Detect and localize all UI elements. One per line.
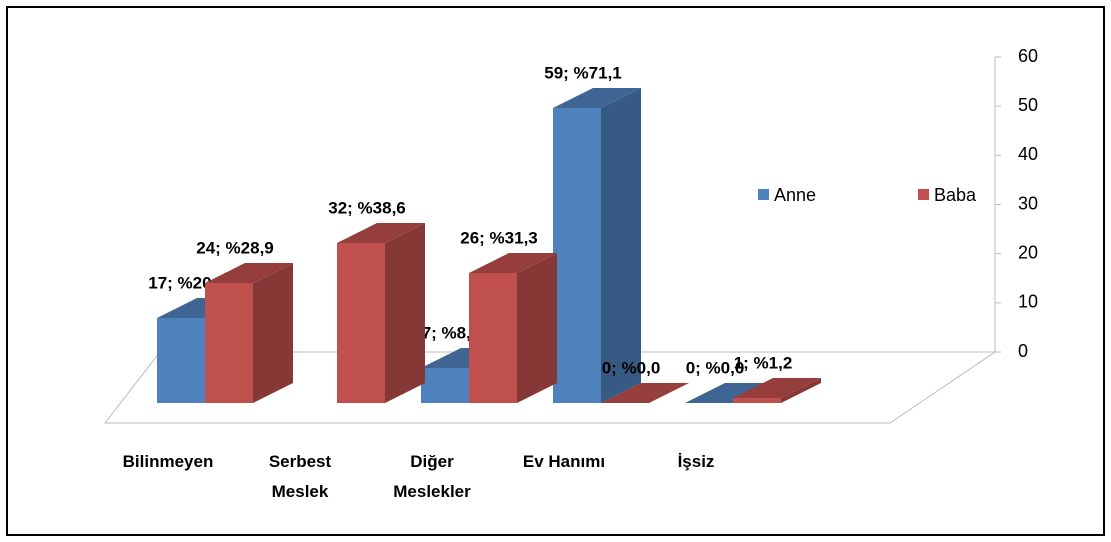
bar-top bbox=[205, 263, 293, 283]
x-tick-label: Ev Hanımı bbox=[522, 452, 606, 471]
bar bbox=[421, 368, 469, 403]
bar-top bbox=[553, 88, 641, 108]
data-label: 32; %38,6 bbox=[328, 198, 406, 217]
y-tick-label: 0 bbox=[1018, 341, 1028, 361]
y-tick-label: 30 bbox=[1018, 193, 1038, 213]
data-label: 24; %28,9 bbox=[196, 238, 274, 257]
bar-side bbox=[253, 263, 293, 403]
y-tick-label: 20 bbox=[1018, 242, 1038, 262]
bar bbox=[469, 273, 517, 403]
bar-top bbox=[733, 378, 821, 398]
x-tick-label: İşsiz bbox=[677, 452, 715, 471]
data-label: 0; %0,0 bbox=[686, 358, 745, 377]
x-tick-label: Bilinmeyen bbox=[122, 452, 214, 471]
data-label: 26; %31,3 bbox=[460, 228, 538, 247]
y-tick-label: 50 bbox=[1018, 95, 1038, 115]
legend-label: Baba bbox=[934, 185, 977, 205]
legend-label: Anne bbox=[774, 185, 816, 205]
legend-swatch bbox=[918, 189, 929, 200]
x-tick-label: Diğer Meslekler bbox=[393, 452, 471, 501]
bar-top bbox=[337, 223, 425, 243]
y-tick-label: 60 bbox=[1018, 46, 1038, 66]
bar-side bbox=[781, 378, 821, 403]
bar-top bbox=[685, 383, 773, 403]
bar bbox=[733, 398, 781, 403]
bar bbox=[337, 243, 385, 403]
data-label: 7; %8,4 bbox=[422, 323, 481, 342]
y-tick-label: 40 bbox=[1018, 144, 1038, 164]
bar bbox=[553, 108, 601, 403]
bar-top bbox=[469, 253, 557, 273]
bar-side bbox=[601, 88, 641, 403]
bar-side bbox=[517, 253, 557, 403]
bar-top bbox=[601, 383, 689, 403]
x-tick-label: Serbest Meslek bbox=[268, 452, 332, 501]
bar bbox=[157, 318, 205, 403]
legend-swatch bbox=[758, 189, 769, 200]
bar bbox=[205, 283, 253, 403]
y-tick-label: 10 bbox=[1018, 292, 1038, 312]
bar-side bbox=[385, 223, 425, 403]
data-label: 1; %1,2 bbox=[734, 353, 793, 372]
data-label: 59; %71,1 bbox=[544, 63, 622, 82]
data-label: 0; %0,0 bbox=[602, 358, 661, 377]
